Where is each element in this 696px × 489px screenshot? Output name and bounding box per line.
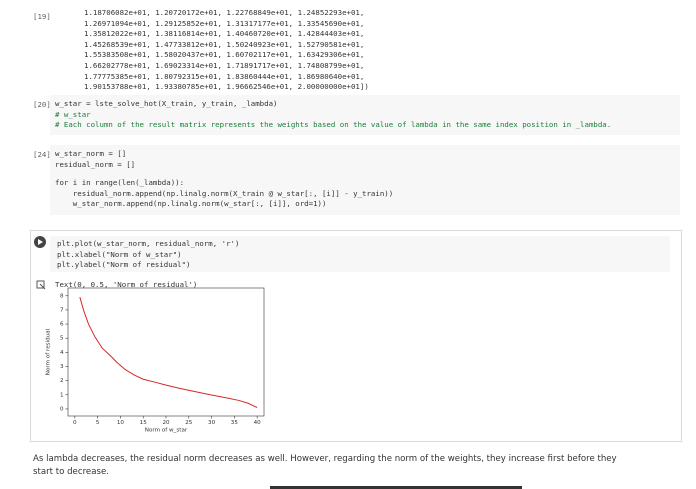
code-line: # w_star — [55, 109, 91, 119]
output-line: 1.45268539e+01, 1.47733812e+01, 1.502409… — [84, 39, 365, 49]
y-tick-label: 1 — [60, 392, 64, 398]
run-button[interactable] — [33, 235, 47, 249]
code-line: residual_norm = [] — [55, 159, 136, 169]
code-line: for i in range(len(_lambda)): — [55, 178, 185, 188]
x-tick-label: 0 — [73, 420, 77, 426]
code-line: plt.plot(w_star_norm, residual_norm, 'r'… — [57, 239, 240, 248]
y-tick-label: 5 — [60, 336, 64, 342]
plot-area — [67, 287, 265, 417]
chart: 0 5 10 15 20 25 30 35 40 0 1 2 3 4 5 6 7 8 Norm of w_star N… — [46, 287, 265, 434]
x-axis-label: Norm of w_star — [145, 428, 188, 434]
x-tick-label: 15 — [140, 420, 148, 426]
code-line: w_star = lste_solve_hot(X_train, y_train… — [55, 99, 278, 108]
code-cell-bg — [50, 236, 670, 272]
cell-prompt: [20] — [33, 100, 51, 109]
cell-content: w_star = lste_solve_hot(X_train, y_train… — [55, 99, 611, 131]
output-line: 1.90153788e+01, 1.93380785e+01, 1.966625… — [84, 82, 369, 92]
x-tick-label: 10 — [117, 420, 125, 426]
cell-output-text: Text(0, 0.5, 'Norm of residual') — [55, 280, 198, 289]
x-tick-label: 30 — [208, 420, 216, 426]
x-tick-label: 25 — [185, 420, 193, 426]
code-line: residual_norm.append(np.linalg.norm(X_tr… — [55, 188, 394, 198]
y-tick-label: 6 — [60, 322, 64, 328]
y-tick-label: 7 — [60, 307, 64, 313]
scrollbar — [270, 486, 522, 489]
cell-prompt: [19] — [33, 12, 51, 21]
y-tick-label: 3 — [60, 364, 64, 370]
y-tick-label: 2 — [60, 378, 64, 384]
y-tick-label: 8 — [60, 293, 64, 299]
code-line: plt.ylabel("Norm of residual") — [57, 260, 191, 270]
x-tick-label: 35 — [231, 420, 239, 426]
cell-content: plt.plot(w_star_norm, residual_norm, 'r'… — [57, 239, 239, 271]
output-line: 1.18706082e+01, 1.20720172e+01, 1.227688… — [84, 8, 365, 17]
code-cell-bg — [50, 95, 680, 135]
y-tick-label: 4 — [60, 350, 64, 356]
output-line: 1.26971094e+01, 1.29125852e+01, 1.313171… — [84, 18, 365, 28]
x-tick-label: 40 — [254, 420, 262, 426]
output-icon — [36, 280, 46, 290]
code-line: w_star_norm.append(np.linalg.norm(w_star… — [55, 199, 327, 209]
cell-content: w_star_norm = [] residual_norm = [] for i … — [55, 149, 393, 210]
output-line: 1.55383508e+01, 1.58020437e+01, 1.607021… — [84, 50, 365, 60]
markdown-text: As lambda decreases, the residual norm d… — [33, 454, 617, 477]
output-line: 1.77775385e+01, 1.80792315e+01, 1.838604… — [84, 71, 365, 81]
output-line: 1.66202778e+01, 1.69023314e+01, 1.718917… — [84, 60, 365, 70]
data-line — [79, 297, 258, 408]
code-line: w_star_norm = [] — [55, 149, 127, 158]
code-cell-bg — [50, 145, 680, 215]
y-tick-label: 0 — [60, 406, 64, 412]
output-line: 1.35812022e+01, 1.38116814e+01, 1.404607… — [84, 29, 365, 39]
y-axis-label: Norm of residual — [46, 328, 52, 375]
x-tick-label: 20 — [162, 420, 170, 426]
code-line: plt.xlabel("Norm of w_star") — [57, 249, 182, 259]
code-line: # Each column of the result matrix repre… — [55, 120, 612, 130]
cell-content: 1.18706082e+01, 1.20720172e+01, 1.227688… — [84, 8, 369, 93]
cell-prompt: [24] — [33, 150, 51, 159]
x-tick-label: 5 — [96, 420, 100, 426]
active-cell-border — [30, 230, 682, 442]
